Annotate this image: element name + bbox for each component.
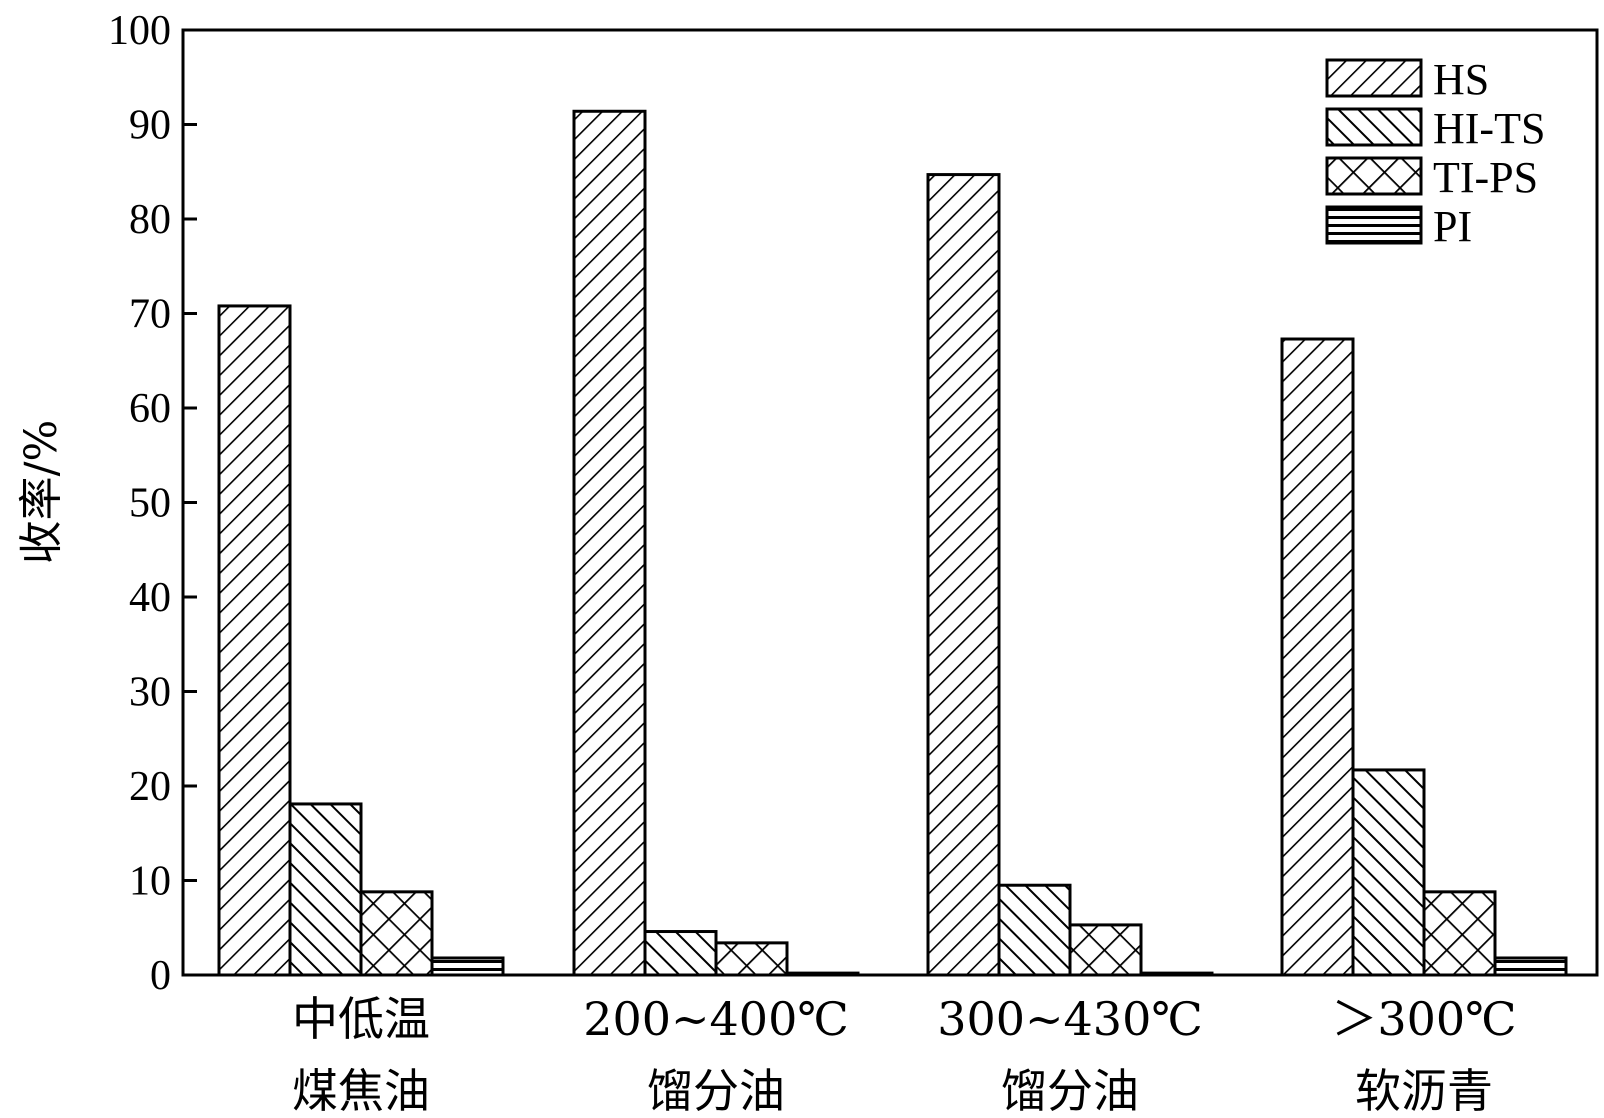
y-tick-label: 10: [129, 859, 171, 905]
bars-group: [217, 109, 1568, 977]
y-tick-label: 100: [108, 8, 171, 54]
bar-ti-ps-2: [1068, 923, 1143, 977]
bar-hi-ts-3: [1351, 768, 1426, 977]
x-category-label: 300~430℃: [937, 992, 1203, 1046]
y-tick-label: 80: [129, 197, 171, 243]
bar-hi-ts-0: [288, 802, 363, 977]
y-tick-label: 0: [150, 953, 171, 999]
bar-hs-0: [217, 304, 292, 977]
y-tick-label: 90: [129, 103, 171, 149]
x-category-label: ＞300℃: [1331, 992, 1516, 1046]
y-axis-title: 收率/%: [16, 420, 67, 565]
bar-hs-2: [926, 173, 1001, 977]
legend-swatch-pi: [1325, 205, 1423, 245]
y-tick-label: 70: [129, 292, 171, 338]
x-category-label: 软沥青: [1355, 1064, 1493, 1118]
legend-swatch-ti-ps: [1325, 156, 1423, 196]
legend-swatch-hs: [1325, 58, 1423, 98]
bar-hi-ts-1: [643, 930, 718, 977]
legend-label-ti-ps: TI-PS: [1433, 153, 1538, 202]
bar-pi-1: [785, 971, 860, 977]
y-tick-label: 20: [129, 764, 171, 810]
x-category-label: 馏分油: [647, 1064, 785, 1118]
y-axis: 0 10 20 30 40 50 60 70 80 90 100: [108, 8, 197, 999]
y-tick-label: 60: [129, 386, 171, 432]
bar-hi-ts-2: [997, 883, 1072, 977]
y-tick-label: 30: [129, 670, 171, 716]
x-category-label: 煤焦油: [292, 1064, 430, 1118]
x-category-label: 200~400℃: [583, 992, 849, 1046]
legend-label-pi: PI: [1433, 202, 1472, 251]
bar-ti-ps-1: [714, 941, 789, 977]
bar-ti-ps-0: [359, 890, 434, 977]
legend-label-hs: HS: [1433, 55, 1489, 104]
y-tick-label: 40: [129, 575, 171, 621]
bar-pi-3: [1493, 956, 1568, 977]
bar-hs-3: [1280, 337, 1355, 977]
bar-pi-0: [430, 956, 505, 977]
bar-hs-1: [572, 109, 647, 977]
legend-swatch-hi-ts: [1325, 107, 1423, 147]
y-tick-label: 50: [129, 481, 171, 527]
legend-label-hi-ts: HI-TS: [1433, 104, 1545, 153]
x-category-label: 中低温: [292, 992, 430, 1046]
bar-pi-2: [1139, 971, 1214, 977]
bar-ti-ps-3: [1422, 890, 1497, 977]
x-category-label: 馏分油: [1001, 1064, 1139, 1118]
